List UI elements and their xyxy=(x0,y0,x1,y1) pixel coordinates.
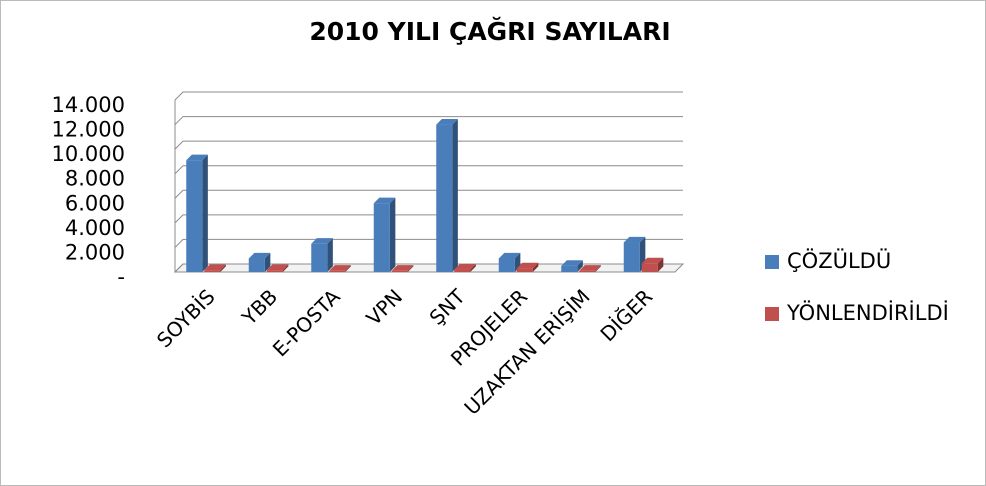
y-tick-label: 8.000 xyxy=(65,167,125,191)
legend-swatch xyxy=(765,307,779,321)
bar xyxy=(204,270,221,272)
bar-side xyxy=(657,257,664,272)
bar-side xyxy=(532,262,539,272)
bar xyxy=(329,270,346,272)
bar xyxy=(623,242,640,272)
bar-side xyxy=(452,118,458,272)
bar xyxy=(516,268,533,272)
legend-label: ÇÖZÜLDÜ xyxy=(787,248,891,273)
bar xyxy=(248,258,265,272)
bar-top xyxy=(579,265,601,271)
bar-top xyxy=(561,260,583,266)
legend-swatch xyxy=(765,255,779,269)
grid-line xyxy=(174,165,683,175)
bar-side xyxy=(202,154,208,272)
bar-top xyxy=(454,263,476,270)
bar xyxy=(579,270,596,272)
bar-top xyxy=(329,265,351,271)
grid-line xyxy=(174,214,683,224)
y-tick-label: 14.000 xyxy=(52,93,125,117)
bar-side xyxy=(577,260,583,272)
y-tick-label: 10.000 xyxy=(52,142,125,166)
bar-side xyxy=(389,197,396,272)
legend-label: YÖNLENDİRİLDİ xyxy=(786,300,949,325)
bar xyxy=(266,270,283,272)
bar-top xyxy=(248,252,271,259)
bar xyxy=(391,270,408,272)
bar-top xyxy=(266,264,289,271)
bar-side xyxy=(470,263,476,272)
bar-top xyxy=(186,154,208,161)
bar-side xyxy=(407,265,414,272)
chart-title: 2010 YILI ÇAĞRI SAYILARI xyxy=(309,16,670,46)
y-tick-label: 6.000 xyxy=(65,191,125,215)
bar xyxy=(641,263,658,272)
grid-line xyxy=(174,189,683,199)
bar-side xyxy=(327,238,333,272)
bar-side xyxy=(282,264,289,272)
bar xyxy=(373,203,390,272)
bar xyxy=(186,160,203,272)
bar xyxy=(311,243,328,272)
bar-top xyxy=(311,238,333,244)
bar-top xyxy=(516,262,539,269)
bar-side xyxy=(345,265,351,272)
bar-side xyxy=(595,265,601,272)
bar-top xyxy=(623,236,646,243)
bar-top xyxy=(391,265,414,271)
grid-line xyxy=(174,91,683,101)
bar-side xyxy=(220,264,226,272)
y-tick-label: 12.000 xyxy=(52,118,125,142)
bar-side xyxy=(264,252,271,272)
bar-top xyxy=(498,252,521,259)
bar-top xyxy=(204,264,226,271)
grid-line xyxy=(174,238,683,248)
bar-top xyxy=(373,197,396,204)
y-tick-label: 2.000 xyxy=(65,240,125,264)
grid-line xyxy=(174,116,683,125)
bar-top xyxy=(436,118,458,125)
bar xyxy=(498,258,515,272)
bar-top xyxy=(641,257,664,264)
y-tick-label: 4.000 xyxy=(65,216,125,240)
y-tick-label: - xyxy=(117,265,125,289)
grid-line xyxy=(174,140,683,150)
bar xyxy=(454,269,471,272)
bar xyxy=(561,265,578,272)
bar xyxy=(436,124,453,272)
